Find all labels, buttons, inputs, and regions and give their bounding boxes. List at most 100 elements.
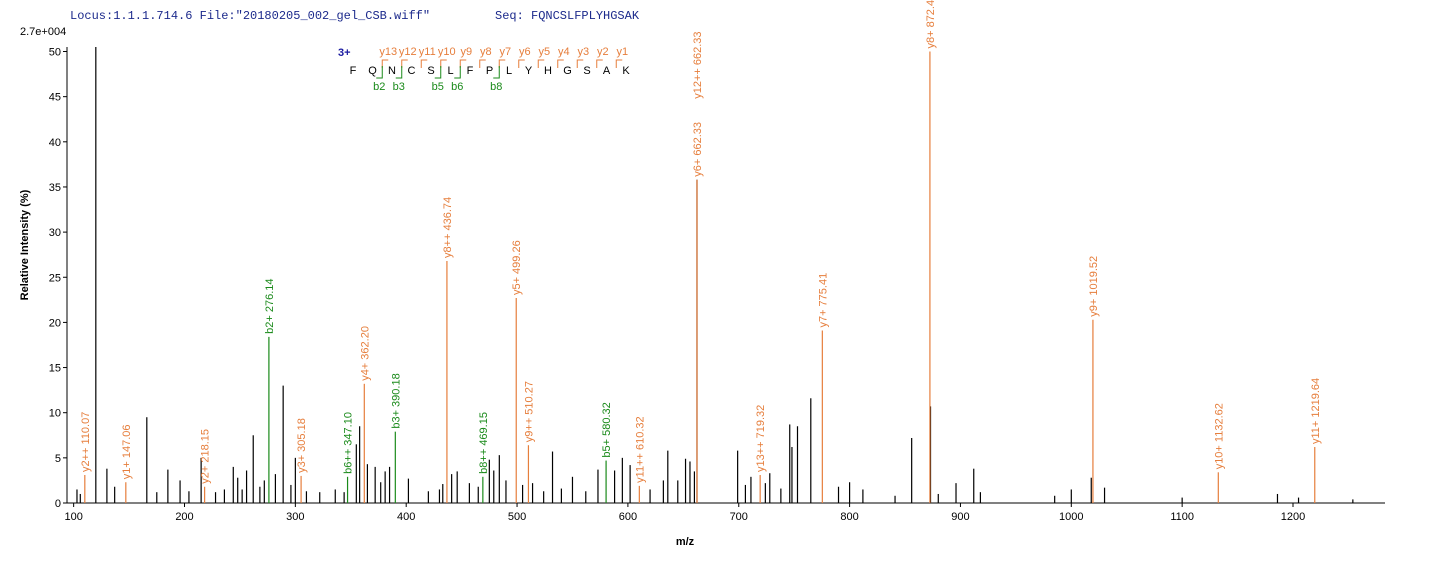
- y-tick-label: 15: [49, 363, 61, 375]
- peak-label: b2+ 276.14: [264, 278, 276, 333]
- peak-label: b8++ 469.15: [478, 412, 490, 474]
- x-tick-label: 1100: [1170, 511, 1194, 523]
- b-ion-bracket: [376, 66, 383, 79]
- y-ion-index: y8: [480, 46, 492, 58]
- peak-label: y5+ 499.26: [511, 240, 523, 295]
- y-ion-bracket: [381, 59, 389, 68]
- peak-label: y8++ 436.74: [442, 197, 454, 258]
- y-ion-index: y10: [438, 46, 456, 58]
- residue: A: [603, 65, 611, 77]
- b-ion-index: b5: [432, 81, 444, 93]
- peak-label: y11++ 610.32: [634, 416, 646, 482]
- x-tick-label: 700: [730, 511, 748, 523]
- x-tick-label: 600: [619, 511, 637, 523]
- y-ion-bracket: [576, 59, 584, 68]
- b-ion-bracket: [434, 66, 442, 79]
- y-ion-bracket: [440, 59, 447, 68]
- y-ion-index: y1: [616, 46, 628, 58]
- x-tick-label: 400: [397, 511, 415, 523]
- x-tick-label: 900: [951, 511, 969, 523]
- x-tick-label: 300: [286, 511, 304, 523]
- residue: S: [583, 65, 590, 77]
- intensity-max: 2.7e+004: [20, 26, 66, 38]
- residue: L: [506, 65, 512, 77]
- y-tick-label: 35: [49, 182, 61, 194]
- y-ion-index: y2: [597, 46, 609, 58]
- peak-label: y4+ 362.20: [359, 326, 371, 381]
- x-tick-label: 800: [840, 511, 858, 523]
- y-ion-index: y4: [558, 46, 570, 58]
- y-ion-index: y12: [399, 46, 417, 58]
- peak-label: y1+ 147.06: [121, 424, 133, 479]
- x-tick-label: 100: [64, 511, 82, 523]
- peak-label: y11+ 1219.64: [1310, 378, 1322, 444]
- residue: F: [350, 65, 357, 77]
- x-tick-label: 200: [175, 511, 193, 523]
- residue: G: [563, 65, 572, 77]
- y-ion-bracket: [420, 59, 428, 68]
- b-ion-bracket: [493, 66, 500, 79]
- residue: F: [467, 65, 474, 77]
- b-ion-bracket: [395, 66, 403, 79]
- y-ion-index: y5: [538, 46, 550, 58]
- y-ion-bracket: [401, 59, 408, 68]
- peak-label: y10+ 1132.62: [1213, 403, 1225, 469]
- sequence-label: Seq: FQNCSLFPLYHGSAK: [495, 9, 640, 23]
- residue: S: [427, 65, 434, 77]
- y-tick-label: 10: [49, 408, 61, 420]
- y-tick-label: 0: [55, 498, 61, 510]
- residue: K: [622, 65, 630, 77]
- peak-label: y2+ 218.15: [200, 429, 212, 484]
- y-axis-label: Relative Intensity (%): [19, 189, 31, 300]
- y-ion-bracket: [537, 59, 545, 68]
- y-ion-bracket: [498, 59, 506, 68]
- peak-label: y9++ 510.27: [523, 381, 535, 442]
- residue: C: [408, 65, 416, 77]
- y-ion-bracket: [518, 59, 525, 68]
- y-tick-label: 20: [49, 317, 61, 329]
- b-ion-index: b6: [451, 81, 463, 93]
- y-ion-index: y7: [499, 46, 511, 58]
- peak-label: y9+ 1019.52: [1088, 256, 1100, 317]
- y-ion-bracket: [596, 59, 603, 68]
- residue: P: [486, 65, 493, 77]
- b-ion-bracket: [454, 66, 461, 79]
- y-ion-index: y6: [519, 46, 531, 58]
- x-tick-label: 1200: [1281, 511, 1305, 523]
- y-ion-bracket: [459, 59, 467, 68]
- y-ion-bracket: [615, 59, 623, 68]
- x-axis-label: m/z: [676, 536, 695, 548]
- y-ion-bracket: [557, 59, 564, 68]
- peak-label: y6+ 662.33: [692, 122, 704, 177]
- residue: N: [388, 65, 396, 77]
- peak-label: y8+ 872.46: [925, 0, 937, 49]
- peak-label: y13++ 719.32: [755, 405, 767, 472]
- y-ion-index: y13: [379, 46, 397, 58]
- x-tick-label: 500: [508, 511, 526, 523]
- header: Locus:1.1.1.714.6 File:"20180205_002_gel…: [70, 9, 430, 23]
- peak-label: y7+ 775.41: [817, 273, 829, 328]
- y-tick-label: 5: [55, 453, 61, 465]
- b-ion-index: b8: [490, 81, 502, 93]
- y-tick-label: 30: [49, 227, 61, 239]
- residue: H: [544, 65, 552, 77]
- y-ion-index: y11: [419, 46, 436, 58]
- residue: L: [447, 65, 453, 77]
- peak-label: y2++ 110.07: [80, 412, 92, 472]
- residue: Q: [368, 65, 377, 77]
- peak-label: b3+ 390.18: [390, 373, 402, 428]
- b-ion-index: b3: [393, 81, 405, 93]
- y-tick-label: 25: [49, 272, 61, 284]
- charge: 3+: [338, 47, 351, 59]
- y-ion-index: y9: [460, 46, 472, 58]
- x-tick-label: 1000: [1059, 511, 1083, 523]
- y-tick-label: 45: [49, 92, 61, 104]
- peak-label: b5+ 580.32: [601, 402, 613, 457]
- y-tick-label: 50: [49, 47, 61, 59]
- y-ion-index: y3: [577, 46, 589, 58]
- peak-label: b6++ 347.10: [343, 412, 355, 474]
- b-ion-index: b2: [373, 81, 385, 93]
- residue: Y: [525, 65, 533, 77]
- peak-label: y12++ 662.33: [692, 31, 704, 98]
